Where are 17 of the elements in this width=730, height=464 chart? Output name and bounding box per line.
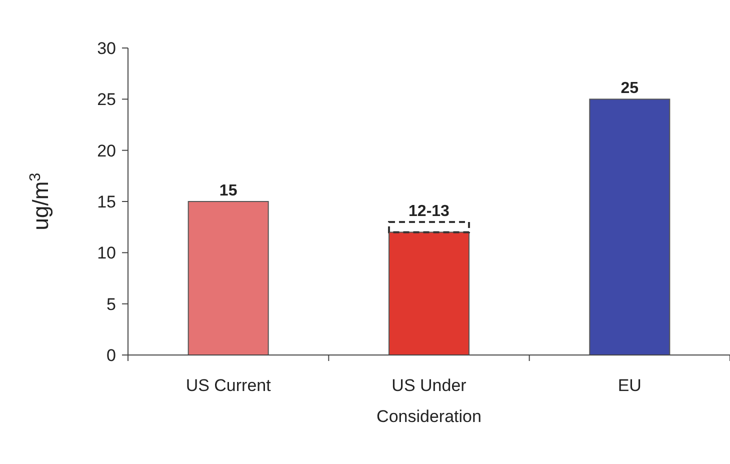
total-label: 12-13	[408, 202, 450, 220]
y-tick-label: 20	[97, 141, 116, 160]
y-tick-label: 0	[106, 346, 116, 365]
y-tick-label: 15	[97, 192, 116, 212]
total-label: 15	[219, 182, 238, 200]
bar	[388, 232, 470, 356]
x-tick-label: US Current	[186, 376, 272, 395]
y-tick-label: 30	[97, 39, 116, 58]
bar	[188, 201, 269, 356]
y-tick-label: 5	[106, 294, 116, 314]
x-tick-label: EU	[618, 376, 642, 395]
bar	[589, 98, 670, 356]
bar	[388, 220, 470, 234]
y-tick-label: 10	[97, 244, 116, 263]
x-tick-label: US Under Consideration	[376, 376, 482, 426]
total-label: 25	[620, 80, 639, 98]
y-tick-label: 25	[97, 90, 116, 110]
